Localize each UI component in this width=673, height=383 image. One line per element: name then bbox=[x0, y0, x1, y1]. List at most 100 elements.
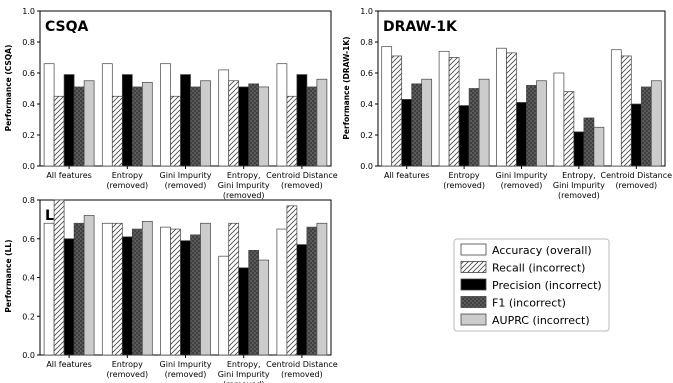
x-categories-draw1k: All features Entropy(removed)Gini Impurit… bbox=[384, 166, 672, 200]
bar-draw1k-3-4 bbox=[640, 86, 652, 167]
legend-frame bbox=[453, 238, 610, 332]
bar-draw1k-0-1 bbox=[438, 50, 450, 167]
x-category-label: (removed) bbox=[223, 380, 265, 383]
bar-draw1k-1-1 bbox=[448, 57, 460, 167]
bar-csqa-0-0 bbox=[43, 63, 55, 167]
panel-draw1k: Performance (DRAW-1K) 0.0 0.2 0.4 0.6 0.8 1.0… bbox=[342, 7, 672, 200]
x-category-label: All features bbox=[384, 171, 430, 180]
bar-ll-1-4 bbox=[286, 205, 298, 356]
bar-csqa-0-2 bbox=[160, 63, 171, 167]
bar-ll-1-0 bbox=[53, 199, 65, 356]
x-category-label: Gini Impurity bbox=[160, 171, 212, 180]
legend-label: Recall (incorrect) bbox=[492, 262, 585, 275]
bar-draw1k-4-0 bbox=[421, 78, 433, 167]
bar-ll-3-2 bbox=[190, 234, 201, 356]
x-category-label: Gini Impurity bbox=[553, 181, 605, 190]
y-tick-label: 1.0 bbox=[360, 7, 373, 16]
bar-ll-2-0 bbox=[63, 238, 75, 356]
bar-ll-3-3 bbox=[248, 250, 260, 356]
bar-ll-2-4 bbox=[296, 244, 308, 356]
y-tick-label: 0.0 bbox=[22, 162, 35, 171]
legend-label: F1 (incorrect) bbox=[492, 297, 566, 310]
bar-ll-4-0 bbox=[83, 215, 95, 356]
bar-draw1k-2-1 bbox=[458, 105, 470, 167]
bar-csqa-3-0 bbox=[73, 86, 85, 167]
bar-draw1k-3-2 bbox=[526, 85, 537, 167]
y-tick-label: 0.2 bbox=[22, 312, 35, 321]
bars-csqa bbox=[43, 63, 328, 167]
x-category-label: All features bbox=[46, 171, 92, 180]
panel-title-csqa: CSQA bbox=[45, 19, 89, 35]
y-ticks-ll: 0.0 0.2 0.4 0.6 0.8 bbox=[22, 196, 40, 360]
bar-ll-0-0 bbox=[43, 222, 55, 356]
x-category-label: Gini Impurity bbox=[218, 181, 270, 190]
y-tick-label: 1.0 bbox=[22, 7, 35, 16]
x-category-label: (removed) bbox=[615, 181, 657, 190]
bar-csqa-2-3 bbox=[238, 86, 250, 167]
y-tick-label: 0.8 bbox=[22, 196, 35, 205]
bar-ll-2-3 bbox=[238, 267, 250, 356]
y-ticks-csqa: 0.0 0.2 0.4 0.6 0.8 1.0 bbox=[22, 7, 40, 171]
bar-ll-0-1 bbox=[101, 222, 113, 356]
bar-csqa-3-4 bbox=[306, 86, 318, 167]
bar-draw1k-4-3 bbox=[593, 126, 605, 167]
bar-draw1k-4-1 bbox=[478, 78, 490, 167]
panel-title-draw1k: DRAW-1K bbox=[383, 19, 458, 35]
y-tick-label: 0.8 bbox=[360, 38, 373, 47]
bar-csqa-3-3 bbox=[248, 83, 260, 167]
x-category-label: Entropy, bbox=[227, 360, 261, 369]
bar-csqa-0-4 bbox=[276, 63, 288, 167]
bar-draw1k-2-3 bbox=[573, 131, 585, 167]
bar-draw1k-1-0 bbox=[391, 55, 403, 167]
x-category-label: Gini Impurity bbox=[496, 171, 548, 180]
bar-csqa-2-2 bbox=[180, 74, 191, 167]
bar-csqa-4-1 bbox=[141, 81, 153, 167]
x-category-label: (removed) bbox=[106, 370, 148, 379]
y-tick-label: 0.4 bbox=[22, 274, 35, 283]
bar-csqa-3-1 bbox=[131, 86, 143, 167]
x-category-label: Entropy bbox=[112, 171, 143, 180]
y-tick-label: 0.2 bbox=[360, 131, 373, 140]
x-category-label: (removed) bbox=[281, 181, 323, 190]
bars-draw1k bbox=[381, 46, 662, 167]
x-category-label: (removed) bbox=[165, 181, 207, 190]
bar-ll-3-1 bbox=[131, 228, 143, 356]
y-tick-label: 0.8 bbox=[22, 38, 35, 47]
bar-draw1k-4-4 bbox=[650, 80, 662, 167]
bar-draw1k-0-4 bbox=[610, 49, 622, 167]
bar-csqa-1-3 bbox=[228, 80, 240, 167]
ylabel-ll: Performance (LL) bbox=[4, 239, 13, 312]
x-category-label: (removed) bbox=[501, 181, 543, 190]
bar-csqa-4-4 bbox=[316, 78, 328, 167]
x-category-label: (removed) bbox=[558, 191, 600, 200]
ylabel-draw1k: Performance (DRAW-1K) bbox=[342, 36, 351, 139]
panel-csqa: Performance (CSQA) 0.0 0.2 0.4 0.6 0.8 1.0 CS… bbox=[4, 7, 338, 200]
bars-ll bbox=[43, 199, 328, 356]
legend-swatch bbox=[460, 313, 487, 326]
bar-ll-2-2 bbox=[180, 240, 191, 356]
x-category-label: (removed) bbox=[165, 370, 207, 379]
bar-csqa-2-0 bbox=[63, 74, 75, 167]
bar-csqa-3-2 bbox=[190, 86, 201, 167]
panel-ll: Performance (LL) 0.00.20.40.60.8 LL All … bbox=[4, 196, 338, 383]
x-category-label: (removed) bbox=[443, 181, 485, 190]
bar-ll-1-3 bbox=[228, 222, 240, 356]
bar-draw1k-1-2 bbox=[506, 52, 517, 167]
y-tick-label: 0.0 bbox=[22, 351, 35, 360]
bar-draw1k-0-0 bbox=[381, 46, 393, 167]
x-category-label: (removed) bbox=[223, 191, 265, 200]
legend-swatch bbox=[460, 278, 487, 291]
bar-ll-0-3 bbox=[218, 255, 230, 356]
bar-draw1k-2-4 bbox=[630, 103, 642, 167]
y-tick-label: 0.6 bbox=[360, 69, 373, 78]
bar-csqa-1-1 bbox=[111, 95, 123, 167]
x-category-label: All features bbox=[46, 360, 92, 369]
bar-ll-1-1 bbox=[111, 222, 123, 356]
legend-swatch bbox=[460, 243, 487, 256]
y-tick-label: 0.6 bbox=[22, 235, 35, 244]
bar-csqa-2-1 bbox=[121, 74, 133, 167]
bar-ll-4-1 bbox=[141, 220, 153, 356]
bar-csqa-2-4 bbox=[296, 74, 308, 167]
bar-csqa-4-0 bbox=[83, 80, 95, 167]
